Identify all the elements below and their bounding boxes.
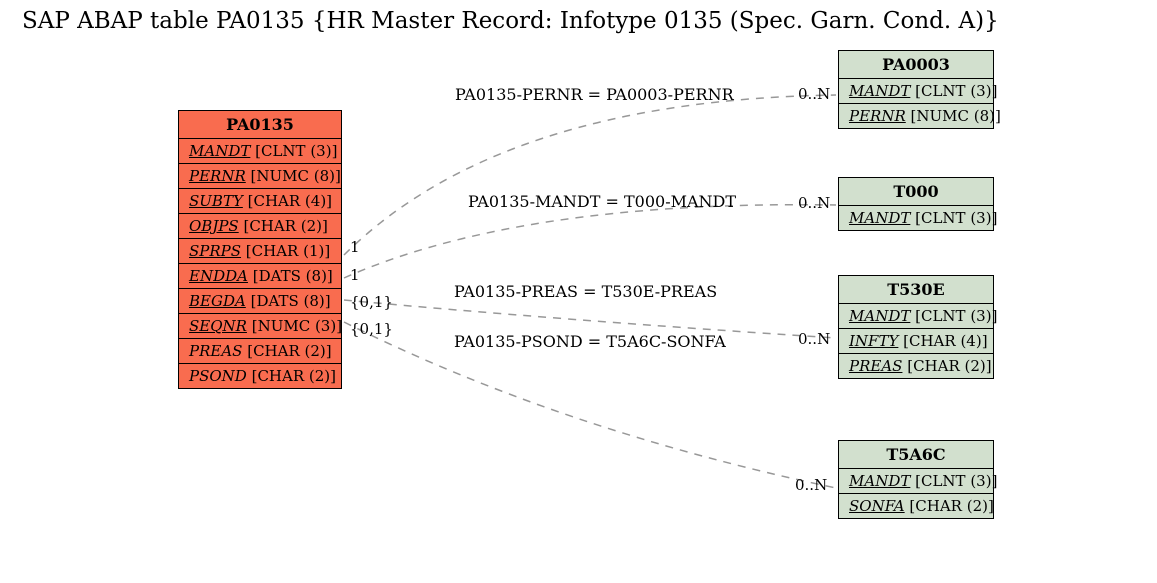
cardinality-from: 1 xyxy=(350,238,360,256)
entity-field: PERNR [NUMC (8)] xyxy=(839,104,993,128)
field-type: [CLNT (3)] xyxy=(910,472,997,490)
entity-field: ENDDA [DATS (8)] xyxy=(179,264,341,289)
cardinality-from: {0,1} xyxy=(350,320,393,338)
field-type: [CLNT (3)] xyxy=(910,307,997,325)
entity-t000: T000MANDT [CLNT (3)] xyxy=(838,177,994,231)
field-name: SEQNR xyxy=(189,317,247,335)
entity-field: MANDT [CLNT (3)] xyxy=(839,206,993,230)
entity-field: MANDT [CLNT (3)] xyxy=(839,79,993,104)
edge-label: PA0135-PREAS = T530E-PREAS xyxy=(454,282,717,301)
entity-field: PSOND [CHAR (2)] xyxy=(179,364,341,388)
entity-field: SEQNR [NUMC (3)] xyxy=(179,314,341,339)
field-type: [CLNT (3)] xyxy=(910,82,997,100)
entity-t530e: T530EMANDT [CLNT (3)]INFTY [CHAR (4)]PRE… xyxy=(838,275,994,379)
entity-field: SPRPS [CHAR (1)] xyxy=(179,239,341,264)
entity-header: T530E xyxy=(839,276,993,304)
field-type: [CLNT (3)] xyxy=(250,142,337,160)
field-name: PERNR xyxy=(189,167,246,185)
edge-line xyxy=(344,95,836,255)
cardinality-to: 0..N xyxy=(798,194,830,212)
edge-line xyxy=(344,205,836,278)
field-type: [CHAR (1)] xyxy=(241,242,330,260)
entity-field: PERNR [NUMC (8)] xyxy=(179,164,341,189)
entity-header: T5A6C xyxy=(839,441,993,469)
field-name: OBJPS xyxy=(189,217,239,235)
entity-header: PA0003 xyxy=(839,51,993,79)
entity-header: T000 xyxy=(839,178,993,206)
cardinality-to: 0..N xyxy=(798,85,830,103)
field-name: PERNR xyxy=(849,107,906,125)
entity-field: PREAS [CHAR (2)] xyxy=(179,339,341,364)
entity-header: PA0135 xyxy=(179,111,341,139)
field-name: PSOND xyxy=(189,367,247,385)
field-type: [CHAR (2)] xyxy=(905,497,994,515)
field-type: [CHAR (2)] xyxy=(239,217,328,235)
edge-label: PA0135-PSOND = T5A6C-SONFA xyxy=(454,332,726,351)
edge-label: PA0135-PERNR = PA0003-PERNR xyxy=(455,85,734,104)
entity-field: INFTY [CHAR (4)] xyxy=(839,329,993,354)
cardinality-from: {0,1} xyxy=(350,293,393,311)
field-type: [CLNT (3)] xyxy=(910,209,997,227)
cardinality-to: 0..N xyxy=(795,476,827,494)
page-title: SAP ABAP table PA0135 {HR Master Record:… xyxy=(22,8,999,34)
field-name: PREAS xyxy=(849,357,902,375)
field-type: [NUMC (8)] xyxy=(246,167,341,185)
entity-field: BEGDA [DATS (8)] xyxy=(179,289,341,314)
cardinality-from: 1 xyxy=(350,266,360,284)
field-name: INFTY xyxy=(849,332,898,350)
entity-field: MANDT [CLNT (3)] xyxy=(839,304,993,329)
entity-field: PREAS [CHAR (2)] xyxy=(839,354,993,378)
field-name: MANDT xyxy=(849,472,910,490)
field-type: [CHAR (2)] xyxy=(902,357,991,375)
field-type: [NUMC (3)] xyxy=(247,317,342,335)
field-name: MANDT xyxy=(849,82,910,100)
edge-label: PA0135-MANDT = T000-MANDT xyxy=(468,192,736,211)
field-type: [NUMC (8)] xyxy=(906,107,1001,125)
field-name: MANDT xyxy=(849,209,910,227)
field-type: [CHAR (2)] xyxy=(242,342,331,360)
field-type: [CHAR (2)] xyxy=(247,367,336,385)
cardinality-to: 0..N xyxy=(798,330,830,348)
entity-field: MANDT [CLNT (3)] xyxy=(179,139,341,164)
entity-pa0003: PA0003MANDT [CLNT (3)]PERNR [NUMC (8)] xyxy=(838,50,994,129)
entity-field: MANDT [CLNT (3)] xyxy=(839,469,993,494)
field-name: ENDDA xyxy=(189,267,248,285)
entity-t5a6c: T5A6CMANDT [CLNT (3)]SONFA [CHAR (2)] xyxy=(838,440,994,519)
field-name: BEGDA xyxy=(189,292,246,310)
field-type: [CHAR (4)] xyxy=(243,192,332,210)
entity-field: SONFA [CHAR (2)] xyxy=(839,494,993,518)
field-name: SONFA xyxy=(849,497,905,515)
field-name: SUBTY xyxy=(189,192,243,210)
field-name: MANDT xyxy=(849,307,910,325)
entity-field: SUBTY [CHAR (4)] xyxy=(179,189,341,214)
field-type: [DATS (8)] xyxy=(248,267,333,285)
entity-pa0135: PA0135MANDT [CLNT (3)]PERNR [NUMC (8)]SU… xyxy=(178,110,342,389)
entity-field: OBJPS [CHAR (2)] xyxy=(179,214,341,239)
field-name: MANDT xyxy=(189,142,250,160)
field-type: [CHAR (4)] xyxy=(898,332,987,350)
field-name: SPRPS xyxy=(189,242,241,260)
field-type: [DATS (8)] xyxy=(246,292,331,310)
field-name: PREAS xyxy=(189,342,242,360)
